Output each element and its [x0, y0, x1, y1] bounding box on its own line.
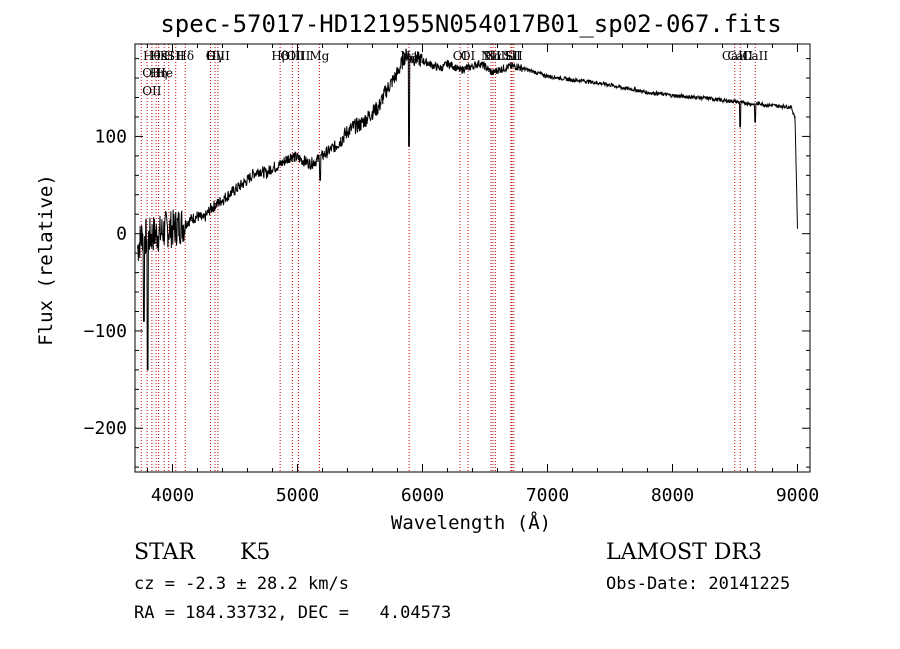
y-axis-ticks: −200 −100 0 100 — [84, 58, 810, 468]
line-label-23-0: SII — [503, 49, 521, 63]
x-axis-label: Wavelength (Å) — [391, 511, 551, 534]
x-axis-ticks: 4000 5000 6000 7000 8000 9000 — [147, 44, 819, 506]
line-label-14-0: OIII — [286, 49, 310, 63]
line-label-4-1: Hη — [150, 66, 168, 80]
spectrum-series — [137, 48, 798, 371]
object-subclass: K5 — [240, 540, 271, 565]
line-label-17-0: OI — [453, 49, 468, 63]
x-tick-label: 6000 — [401, 485, 444, 506]
line-label-5-1: He — [155, 66, 173, 80]
redshift-cz: cz = -2.3 ± 28.2 km/s — [134, 574, 349, 594]
line-label-13-0: OIII — [280, 49, 304, 63]
line-label-21-0: NII — [485, 49, 505, 63]
line-label-2-0: Hθ — [143, 49, 161, 63]
line-label-20-0: Hα — [484, 49, 503, 63]
line-label-9-0: G — [206, 49, 216, 63]
y-tick-label: 0 — [116, 224, 127, 245]
line-label-24-0: SII — [505, 49, 523, 63]
x-tick-label: 8000 — [651, 485, 694, 506]
x-tick-label: 4000 — [151, 485, 194, 506]
line-label-22-0: Li — [505, 49, 517, 63]
y-tick-label: −100 — [84, 321, 127, 342]
line-label-26-0: CaII — [727, 49, 753, 63]
coordinates: RA = 184.33732, DEC = 4.04573 — [134, 603, 452, 623]
plot-border — [134, 43, 811, 473]
x-tick-label: 5000 — [276, 485, 319, 506]
x-tick-label: 9000 — [776, 485, 819, 506]
spectrum-line — [137, 48, 798, 371]
line-label-25-0: CaII — [722, 49, 748, 63]
line-label-19-0: NII — [481, 49, 501, 63]
plot-frame — [134, 43, 811, 473]
line-label-18-0: OI — [461, 49, 476, 63]
line-label-10-0: Hγ — [206, 49, 224, 63]
x-tick-label: 7000 — [526, 485, 569, 506]
object-class: STAR — [134, 540, 195, 565]
line-label-6-0: H — [164, 49, 174, 63]
line-label-8-0: Hδ — [176, 49, 194, 63]
observation-date: Obs-Date: 20141225 — [606, 574, 791, 594]
line-label-2-1: OII — [142, 66, 162, 80]
survey-name: LAMOST DR3 — [606, 540, 762, 565]
line-label-5-0: K — [160, 49, 170, 63]
chart-title: spec-57017-HD121955N054017B01_sp02-067.f… — [160, 10, 781, 38]
line-label-4-0: Hε — [150, 49, 167, 63]
line-label-2-2: OII — [142, 84, 162, 98]
y-tick-label: −200 — [84, 418, 127, 439]
y-tick-label: 100 — [94, 126, 127, 147]
y-axis-label: Flux (relative) — [35, 174, 57, 346]
line-label-27-0: CaII — [742, 49, 768, 63]
line-label-15-0: Mg — [309, 49, 329, 63]
line-label-7-0: SII — [167, 49, 185, 63]
line-markers — [140, 44, 756, 472]
line-label-11-0: OIII — [206, 49, 230, 63]
line-label-12-0: Hβ — [271, 49, 288, 63]
